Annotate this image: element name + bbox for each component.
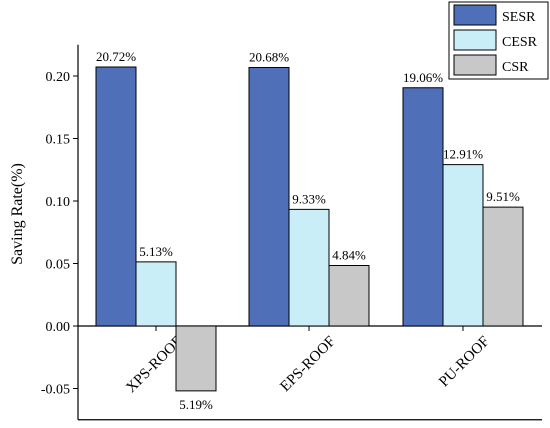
legend-swatch-sesr <box>453 4 497 26</box>
data-label: 12.91% <box>443 147 483 162</box>
legend-label-csr: CSR <box>502 60 529 75</box>
data-label: 5.19% <box>179 397 213 412</box>
bar-sesr <box>248 67 290 327</box>
bar-csr <box>482 206 524 327</box>
y-axis-title: Saving Rate(%) <box>9 163 26 265</box>
data-labels: 20.72% 5.13% 5.19% 20.68% 9.33% 4.84% 19.06% 12… <box>96 49 520 412</box>
bar-cesr <box>442 164 484 327</box>
y-tick-label: 0.05 <box>46 258 71 273</box>
legend: SESR CESR CSR <box>448 1 549 80</box>
bar-sesr <box>95 66 137 327</box>
bar-csr <box>175 325 217 392</box>
data-label: 9.51% <box>486 189 520 204</box>
data-label: 5.13% <box>139 244 173 259</box>
y-tick-label: 0.15 <box>46 133 71 148</box>
legend-label-sesr: SESR <box>502 10 536 25</box>
legend-label-cesr: CESR <box>502 35 538 50</box>
x-tick-label: PU-ROOF <box>436 334 493 391</box>
data-label: 20.72% <box>96 49 136 64</box>
y-tick-label: 0.00 <box>46 320 71 335</box>
legend-swatch-csr <box>453 54 497 76</box>
bar-cesr <box>288 208 330 327</box>
bars <box>95 66 524 392</box>
data-label: 20.68% <box>249 50 289 65</box>
x-tick-label: EPS-ROOF <box>277 334 338 395</box>
bar-sesr <box>402 87 444 327</box>
bar-csr <box>328 265 370 327</box>
data-label: 4.84% <box>332 248 366 263</box>
bar-cesr <box>135 261 177 327</box>
data-label: 9.33% <box>292 191 326 206</box>
y-tick-label: 0.10 <box>46 195 71 210</box>
data-label: 19.06% <box>403 70 443 85</box>
y-tick-label: 0.20 <box>46 70 71 85</box>
y-tick-label: -0.05 <box>41 383 70 398</box>
legend-swatch-cesr <box>453 29 497 51</box>
